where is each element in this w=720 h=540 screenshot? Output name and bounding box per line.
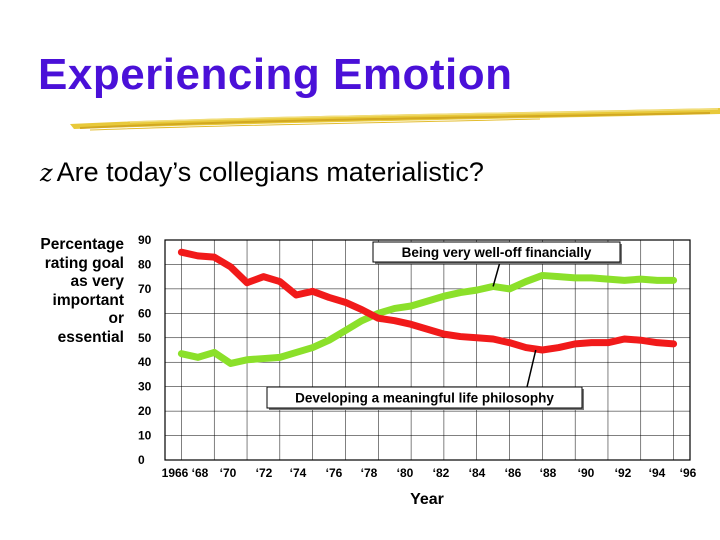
x-tick-label: 1966 ‘68 (162, 466, 209, 480)
y-tick-label: 70 (138, 282, 152, 296)
grid-lines (165, 240, 690, 460)
series-line-well-off (177, 271, 678, 367)
x-tick-label: ‘70 (220, 466, 237, 480)
x-tick-label: ‘90 (578, 466, 595, 480)
x-tick-label: ‘72 (256, 466, 273, 480)
x-tick-label: ‘78 (361, 466, 378, 480)
callout-leader (492, 261, 501, 287)
y-tick-label: 20 (138, 404, 152, 418)
side-label-line: rating goal (44, 254, 124, 272)
y-tick-label: 30 (138, 380, 152, 394)
side-label-line: essential (57, 328, 124, 346)
x-tick-label: ‘76 (326, 466, 343, 480)
y-axis-side-label: Percentage rating goal as very important… (10, 236, 124, 348)
plot-area (164, 239, 691, 461)
y-tick-label: 90 (138, 233, 152, 247)
callout-box (266, 386, 583, 409)
side-label-line: as very (70, 273, 124, 291)
series-label: Developing a meaningful life philosophy (295, 391, 554, 406)
x-tick-label: ‘94 (649, 466, 666, 480)
y-tick-label: 10 (138, 429, 152, 443)
callout-life-philosophy: Developing a meaningful life philosophy (266, 349, 584, 410)
x-tick-label: ‘82 (433, 466, 450, 480)
title-underline-brush (70, 108, 720, 131)
y-tick-label: 0 (138, 453, 145, 467)
x-axis-label: Year (410, 491, 444, 508)
x-tick-label: ‘96 (680, 466, 697, 480)
side-label-line: or (108, 310, 125, 328)
x-tick-label: ‘92 (615, 466, 632, 480)
x-tick-label: ‘86 (505, 466, 522, 480)
slide-title: Experiencing Emotion (38, 50, 513, 99)
side-label-line: important (52, 291, 124, 309)
bullet-glyph: z (40, 159, 53, 187)
bullet-point: z Are today’s collegians materialistic? (40, 157, 484, 188)
y-tick-label: 80 (138, 257, 152, 271)
callout-well-off: Being very well-off financially (372, 241, 622, 287)
x-tick-label: ‘80 (397, 466, 414, 480)
callout-box (372, 241, 621, 263)
y-tick-label: 40 (138, 355, 152, 369)
side-label-line: Percentage (40, 236, 124, 253)
x-tick-label: ‘88 (540, 466, 557, 480)
x-tick-label: ‘84 (469, 466, 486, 480)
y-tick-label: 50 (138, 331, 152, 345)
series-label: Being very well-off financially (402, 245, 592, 260)
callout-leader (526, 349, 537, 388)
series-line-life-philosophy (177, 248, 678, 354)
x-tick-label: ‘74 (290, 466, 307, 480)
y-tick-label: 60 (138, 306, 152, 320)
bullet-text: Are today’s collegians materialistic? (56, 157, 484, 187)
